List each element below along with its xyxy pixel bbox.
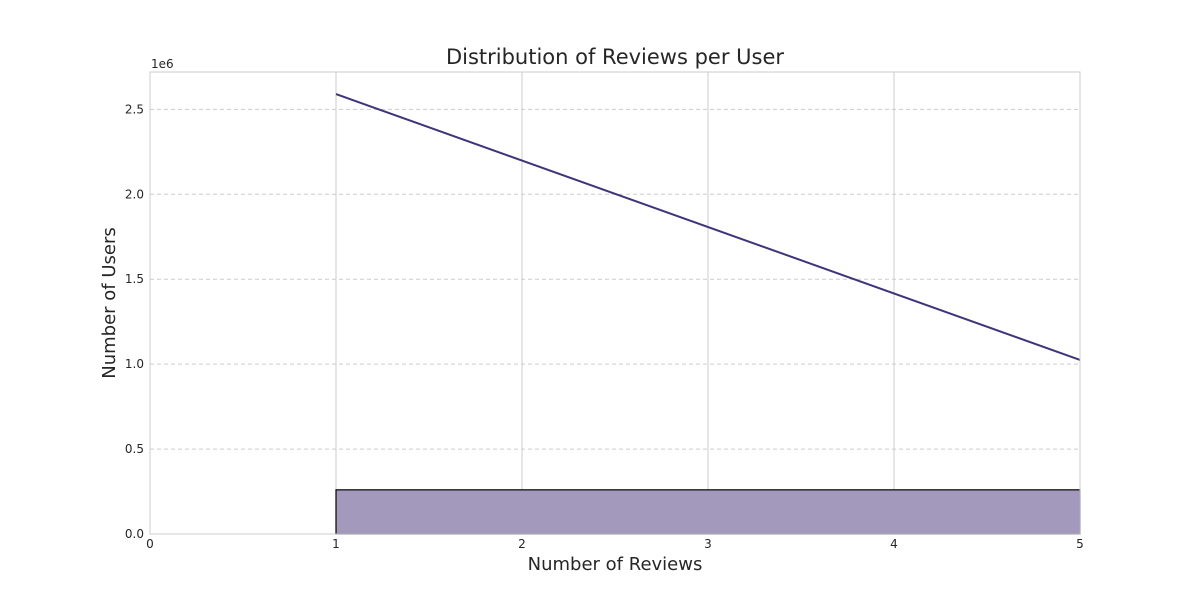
y-tick-labels: 0.0 0.5 1.0 1.5 2.0 2.5 [125, 102, 144, 541]
y-tick-label: 1.0 [125, 357, 144, 371]
y-tick-label: 1.5 [125, 272, 144, 286]
y-axis-title: Number of Users [99, 227, 120, 379]
bars [335, 489, 1081, 535]
bar [335, 489, 1081, 535]
y-offset-label: 1e6 [151, 57, 174, 71]
y-tick-label: 2.5 [125, 102, 144, 116]
y-tick-label: 0.5 [125, 442, 144, 456]
series-line [335, 93, 1081, 361]
x-tick-label: 1 [332, 537, 340, 551]
y-tick-label: 0.0 [125, 527, 144, 541]
series-lines [335, 93, 1081, 361]
chart-title: Distribution of Reviews per User [446, 45, 784, 69]
x-tick-label: 3 [704, 537, 712, 551]
x-tick-label: 0 [146, 537, 154, 551]
x-tick-label: 5 [1076, 537, 1084, 551]
y-tick-label: 2.0 [125, 187, 144, 201]
x-axis-title: Number of Reviews [528, 554, 703, 575]
x-tick-labels: 0 1 2 3 4 5 [146, 537, 1084, 551]
plot-area [150, 72, 1080, 534]
x-tick-label: 2 [518, 537, 526, 551]
plot-frame [149, 71, 1081, 535]
x-tick-label: 4 [890, 537, 898, 551]
